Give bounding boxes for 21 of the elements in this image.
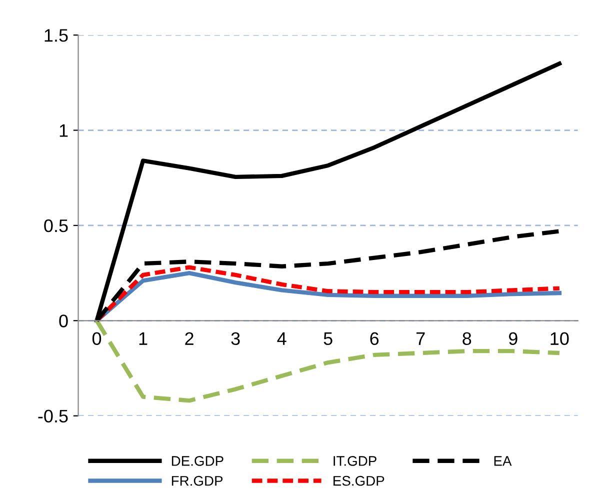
x-tick-label: 6	[370, 332, 379, 346]
x-tick-label: 3	[231, 332, 240, 346]
legend-label: EA	[494, 456, 512, 466]
y-tick-label: -0.5	[38, 410, 68, 423]
x-tick-label: 0	[92, 332, 102, 346]
x-tick-label: 2	[185, 332, 194, 345]
y-tick-label: 0.5	[44, 219, 68, 232]
y-tick-label: 1.5	[44, 29, 68, 42]
x-tick-label: 1	[139, 332, 148, 345]
x-tick-label: 10	[550, 332, 569, 346]
y-tick-label: 1	[60, 124, 68, 137]
legend-label: ES.GDP	[334, 476, 384, 486]
x-tick-label: 9	[508, 332, 518, 346]
y-tick-label: 0	[59, 314, 68, 328]
x-tick-label: 4	[277, 332, 286, 345]
legend-label: FR.GDP	[172, 476, 223, 486]
x-tick-label: 8	[462, 332, 472, 346]
x-tick-label: 7	[416, 332, 425, 345]
x-tick-label: 5	[324, 332, 332, 346]
legend-label: IT.GDP	[334, 456, 376, 466]
legend-label: DE.GDP	[172, 456, 224, 466]
